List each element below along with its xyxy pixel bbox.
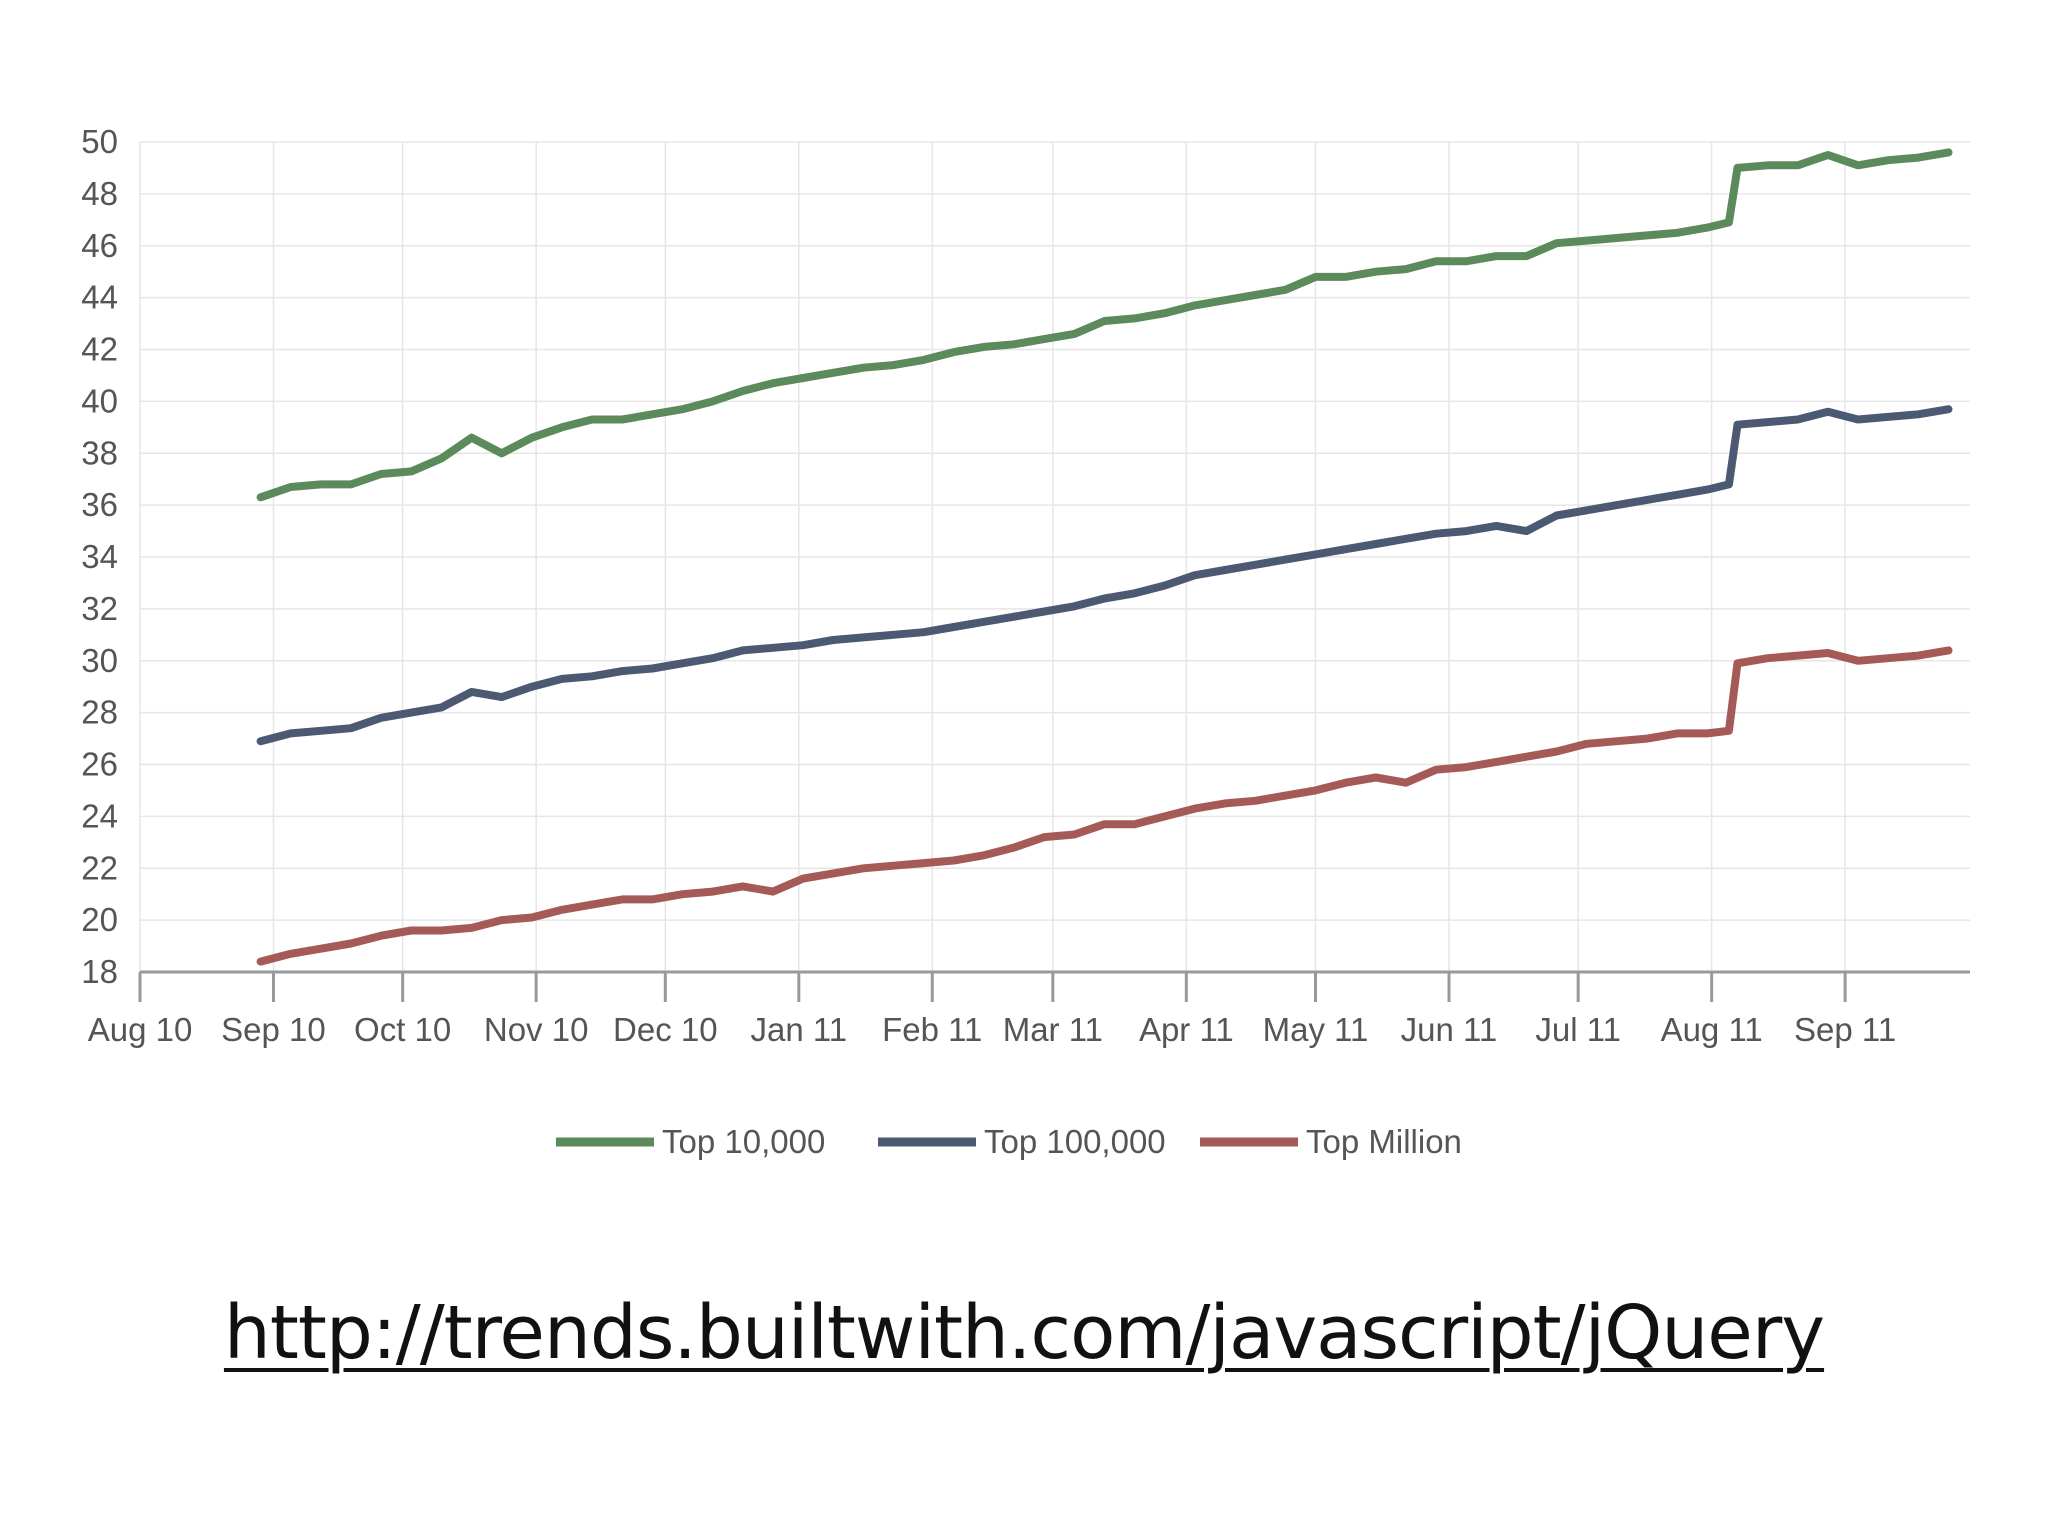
x-tick-label: Sep 11 [1794,1011,1896,1048]
x-tick-label: Nov 10 [484,1011,589,1048]
x-tick-label: Oct 10 [354,1011,451,1048]
x-tick-label: Dec 10 [613,1011,718,1048]
y-tick-label: 46 [81,227,118,264]
series-line-top-10-000 [256,148,1953,502]
legend: Top 10,000 Top 100,000 Top Million [556,1123,1462,1160]
y-tick-label: 42 [81,331,118,368]
axes: 18 20 22 24 26 28 30 32 34 36 38 40 42 44 46 48 50 Aug 10… [81,123,1970,1048]
line-chart: 18 20 22 24 26 28 30 32 34 36 38 40 42 44 46 48 50 Aug 10… [81,123,1970,1160]
x-tick-label: Feb 11 [882,1011,982,1048]
x-tick-label: Jun 11 [1401,1011,1498,1048]
legend-label: Top 10,000 [662,1123,825,1160]
legend-label: Top Million [1306,1123,1462,1160]
x-tick-label: Mar 11 [1003,1011,1103,1048]
y-tick-label: 22 [81,849,118,886]
y-tick-label: 24 [81,797,118,834]
x-tick-label: Aug 11 [1661,1011,1763,1048]
y-tick-label: 48 [81,175,118,212]
series-line-top-million [256,646,1953,966]
x-tick-label: Jul 11 [1535,1011,1621,1048]
x-tick-label: Jan 11 [750,1011,847,1048]
y-tick-label: 50 [81,123,118,160]
x-tick-label: May 11 [1263,1011,1369,1048]
y-tick-label: 38 [81,434,118,471]
gridlines [139,141,1970,973]
y-tick-label: 32 [81,590,118,627]
y-tick-label: 30 [81,642,118,679]
y-tick-label: 34 [81,538,118,575]
y-tick-label: 26 [81,746,118,783]
y-tick-label: 36 [81,486,118,523]
y-tick-label: 20 [81,901,118,938]
y-tick-label: 40 [81,382,118,419]
source-url-link[interactable]: http://trends.builtwith.com/javascript/j… [223,1290,1825,1376]
series-line-top-100-000 [256,405,1953,746]
x-tick-label: Aug 10 [88,1011,193,1048]
legend-label: Top 100,000 [984,1123,1166,1160]
y-tick-label: 44 [81,279,118,316]
y-tick-label: 28 [81,694,118,731]
y-tick-label: 18 [81,953,118,990]
x-tick-label: Apr 11 [1139,1011,1234,1048]
x-tick-label: Sep 10 [221,1011,326,1048]
series-lines [256,148,1953,966]
